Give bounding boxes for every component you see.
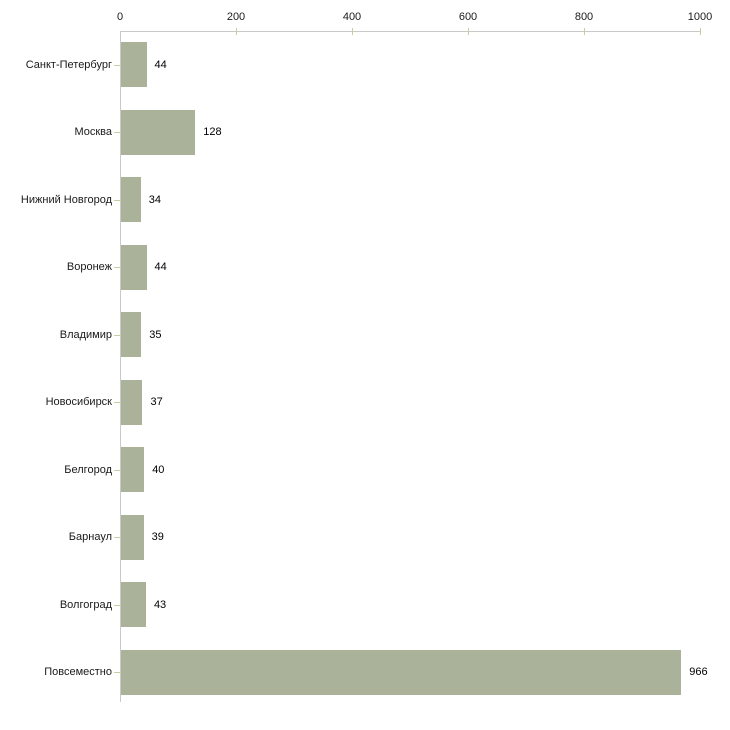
x-tick-mark xyxy=(700,28,701,35)
category-label: Владимир xyxy=(59,328,112,341)
x-tick-label: 200 xyxy=(226,11,246,23)
bar-Повсеместно xyxy=(121,649,682,695)
bar-value-label: 966 xyxy=(689,666,708,679)
bar-value-label: 44 xyxy=(154,58,167,71)
y-axis-line xyxy=(120,31,121,702)
category-label: Белгород xyxy=(64,463,112,476)
bar-value-label: 43 xyxy=(153,598,167,611)
bar-value-label: 37 xyxy=(150,396,163,409)
bar-Новосибирск xyxy=(121,379,143,425)
x-tick-mark xyxy=(352,28,353,35)
bar-Москва xyxy=(121,109,196,155)
bar-Волгоград xyxy=(121,582,146,628)
bar-Барнаул xyxy=(121,514,144,560)
bar-Санкт-Петербург xyxy=(121,42,147,88)
x-tick-label: 600 xyxy=(458,11,478,23)
x-tick-mark xyxy=(468,28,469,35)
category-label: Новосибирск xyxy=(45,396,112,409)
x-tick-label: 400 xyxy=(342,11,362,23)
bar-Нижний Новгород xyxy=(121,177,141,223)
bar-Владимир xyxy=(121,312,142,358)
x-tick-mark xyxy=(236,28,237,35)
bar-value-label: 44 xyxy=(154,261,167,274)
bar-value-label: 40 xyxy=(152,463,165,476)
category-label: Санкт-Петербург xyxy=(25,58,112,71)
bar-Воронеж xyxy=(121,244,147,290)
y-tick-mark xyxy=(114,267,120,269)
bar-Белгород xyxy=(121,447,145,493)
y-tick-mark xyxy=(114,132,120,134)
bar-value-label: 34 xyxy=(148,193,161,206)
x-tick-label: 1000 xyxy=(687,11,713,23)
category-label: Воронеж xyxy=(66,261,112,274)
x-tick-label: 0 xyxy=(116,11,124,23)
y-tick-mark xyxy=(114,469,120,471)
bar-value-label: 128 xyxy=(203,126,222,139)
category-label: Повсеместно xyxy=(44,666,112,679)
x-tick-mark xyxy=(584,28,585,35)
y-tick-mark xyxy=(114,537,120,539)
y-tick-mark xyxy=(114,199,120,201)
category-label: Нижний Новгород xyxy=(20,193,112,206)
bar-value-label: 39 xyxy=(151,531,164,544)
y-tick-mark xyxy=(114,672,120,674)
y-tick-mark xyxy=(114,604,120,606)
bar-value-label: 35 xyxy=(149,328,162,341)
y-tick-mark xyxy=(114,334,120,336)
y-tick-mark xyxy=(114,402,120,404)
category-label: Москва xyxy=(74,126,112,139)
category-label: Барнаул xyxy=(68,531,112,544)
y-tick-mark xyxy=(114,64,120,66)
x-tick-label: 800 xyxy=(574,11,594,23)
x-axis-line xyxy=(120,31,701,32)
category-label: Волгоград xyxy=(59,598,112,611)
